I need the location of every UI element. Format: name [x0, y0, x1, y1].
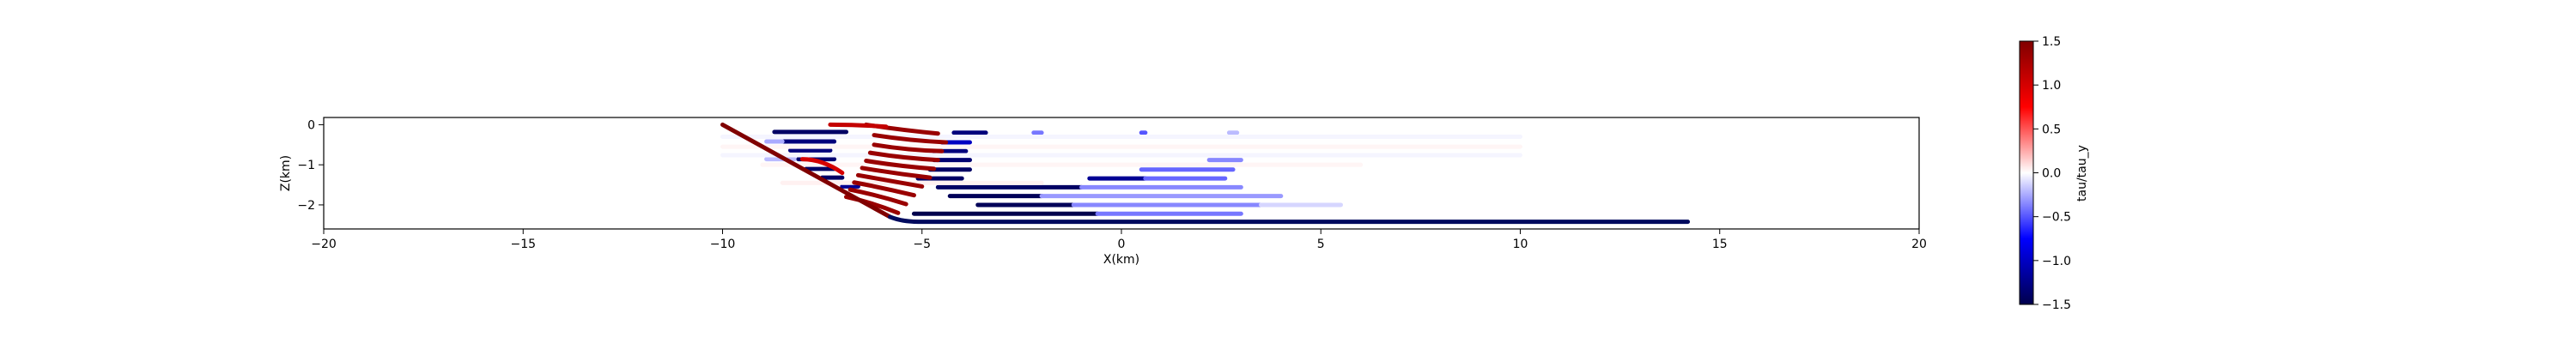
- stress-arc: [843, 195, 901, 215]
- x-axis: −20 −15 −10 −5 0 5 10 15 20: [311, 229, 1927, 251]
- y-tick-label: −1: [297, 159, 315, 172]
- x-tick-label: 20: [1911, 238, 1927, 251]
- stress-arc: [855, 172, 925, 189]
- data-marks: [720, 122, 1691, 225]
- colorbar-tick-label: −0.5: [2042, 211, 2071, 225]
- x-tick-label: −10: [710, 238, 736, 251]
- colorbar-tick-label: −1.5: [2042, 298, 2071, 312]
- colorbar-label: tau/tau_y: [2075, 145, 2089, 202]
- y-tick-label: −2: [297, 199, 315, 213]
- stress-arc: [860, 165, 933, 180]
- stress-arc: [799, 157, 845, 176]
- x-axis-label: X(km): [1103, 253, 1139, 267]
- stress-arc: [828, 122, 889, 129]
- x-tick-label: −20: [311, 238, 337, 251]
- x-tick-label: −15: [510, 238, 536, 251]
- colorbar-gradient: [2019, 40, 2034, 305]
- y-tick-label: 0: [307, 118, 315, 132]
- colorbar-tick-label: 1.0: [2042, 79, 2061, 93]
- stress-arc: [852, 180, 916, 198]
- stress-arc: [864, 159, 937, 172]
- colorbar-ticks: 1.5 1.0 0.5 0.0 −0.5 −1.0 −1.5: [2033, 35, 2071, 312]
- stress-arc: [872, 133, 949, 145]
- colorbar-tick-label: −1.0: [2042, 255, 2071, 268]
- colorbar: 1.5 1.0 0.5 0.0 −0.5 −1.0 −1.5 tau/tau_y: [2019, 35, 2089, 312]
- colorbar-tick-label: 0.5: [2042, 123, 2061, 136]
- x-tick-label: 15: [1712, 238, 1728, 251]
- fault-flat-segment: [888, 214, 1691, 225]
- stress-arc: [867, 150, 940, 163]
- stress-arc: [872, 142, 945, 153]
- y-axis-label: Z(km): [279, 155, 293, 191]
- plot-area: −20 −15 −10 −5 0 5 10 15 20 0 −1 −2 X(km) Z(km): [279, 117, 1927, 267]
- x-tick-label: 0: [1118, 238, 1126, 251]
- x-tick-label: −5: [913, 238, 931, 251]
- colorbar-tick-label: 0.0: [2042, 167, 2061, 181]
- stress-arc: [848, 187, 908, 207]
- x-tick-label: 10: [1513, 238, 1528, 251]
- colorbar-tick-label: 1.5: [2042, 35, 2061, 49]
- y-axis: 0 −1 −2: [297, 118, 324, 213]
- x-tick-label: 5: [1317, 238, 1325, 251]
- fault-dip-segment: [720, 122, 893, 220]
